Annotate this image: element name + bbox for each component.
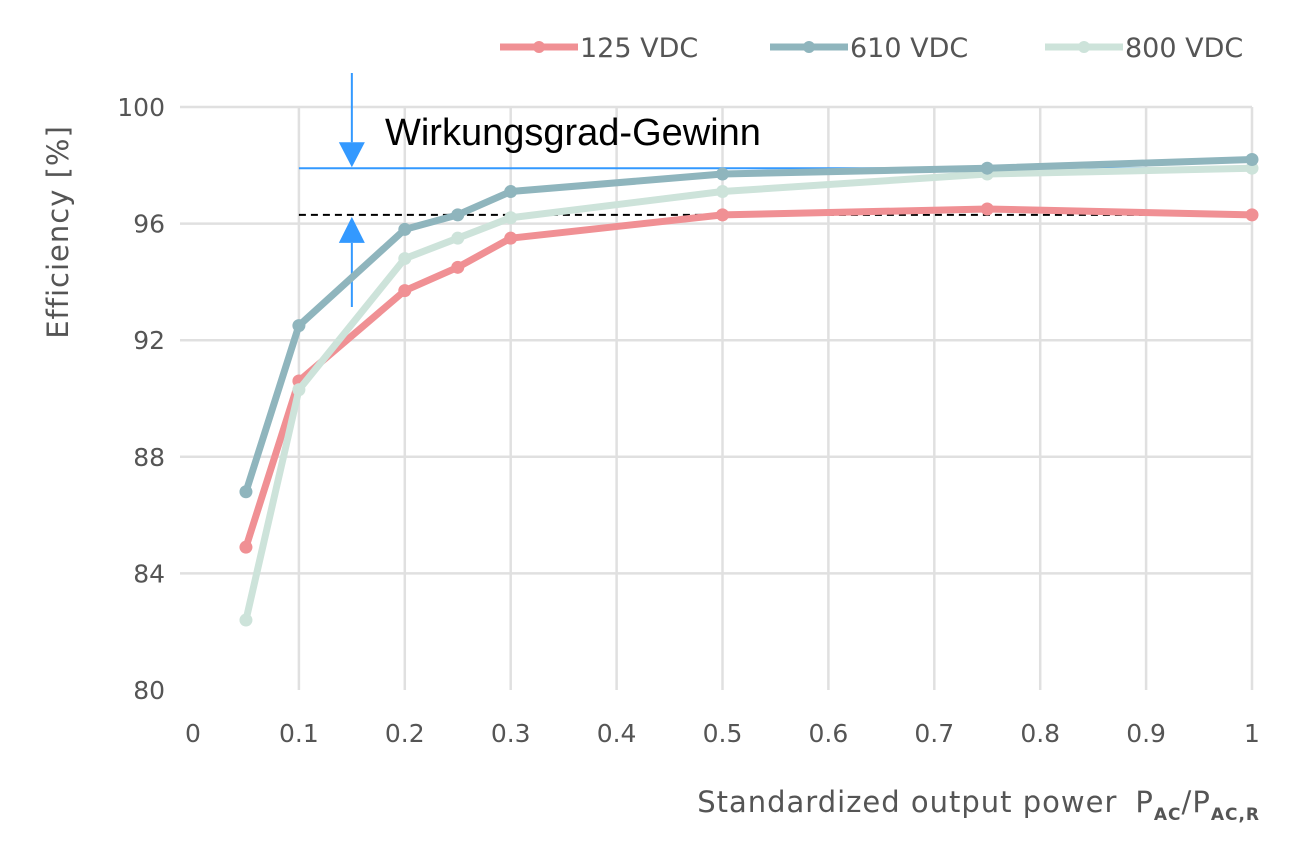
y-tick-label: 80 bbox=[133, 676, 165, 705]
x-tick-label: 0.9 bbox=[1126, 719, 1166, 748]
data-point bbox=[451, 208, 465, 222]
series-line-125-VDC bbox=[242, 205, 1253, 549]
annotation-label: Wirkungsgrad-Gewinn bbox=[385, 112, 761, 154]
data-point bbox=[716, 185, 729, 199]
data-point bbox=[292, 319, 306, 333]
data-point bbox=[980, 202, 994, 216]
x-tick-label: 0.8 bbox=[1020, 719, 1060, 748]
y-tick-label: 100 bbox=[117, 93, 165, 122]
tick-labels: 0 0.1 0.2 0.3 0.4 0.5 0.6 0.7 0.8 0.9 1 80 84 88 92 96 1… bbox=[117, 93, 1260, 748]
x-symbol-sep: / bbox=[1182, 785, 1193, 819]
x-tick-label: 0 bbox=[185, 719, 201, 748]
x-axis-label: Standardized output power PAC/PAC,R bbox=[697, 785, 1260, 825]
x-symbol-sub1: AC bbox=[1154, 805, 1182, 825]
x-symbol-sub2: AC,R bbox=[1211, 805, 1260, 825]
grid bbox=[180, 105, 1254, 690]
data-point bbox=[451, 260, 465, 274]
x-axis-label-text: Standardized output power bbox=[697, 785, 1117, 819]
data-point bbox=[504, 211, 518, 225]
x-symbol-p1: P bbox=[1135, 785, 1154, 819]
legend-label: 610 VDC bbox=[850, 33, 968, 64]
data-point bbox=[398, 284, 412, 298]
data-point bbox=[398, 252, 412, 266]
x-tick-label: 0.3 bbox=[491, 719, 531, 748]
data-point bbox=[504, 185, 518, 199]
data-point bbox=[1245, 208, 1259, 222]
arrow-down-icon bbox=[338, 142, 365, 168]
legend: 125 VDC 610 VDC 800 VDC bbox=[500, 33, 1243, 64]
y-tick-label: 84 bbox=[133, 559, 165, 588]
arrow-up-icon bbox=[338, 216, 365, 243]
y-tick-label: 92 bbox=[133, 326, 165, 355]
data-point bbox=[1245, 152, 1259, 166]
y-tick-label: 88 bbox=[133, 443, 165, 472]
data-point bbox=[980, 161, 994, 175]
data-point bbox=[504, 231, 518, 245]
data-point bbox=[292, 383, 306, 397]
x-tick-label: 0.2 bbox=[385, 719, 425, 748]
y-axis-label: Efficiency [%] bbox=[41, 125, 75, 339]
data-point bbox=[398, 222, 412, 236]
legend-marker bbox=[1078, 41, 1090, 53]
legend-label: 800 VDC bbox=[1125, 33, 1243, 64]
data-point bbox=[716, 167, 729, 181]
data-point bbox=[451, 231, 465, 245]
legend-marker bbox=[533, 41, 545, 53]
series-line-800-VDC bbox=[242, 164, 1253, 621]
y-tick-label: 96 bbox=[133, 210, 165, 239]
data-point bbox=[239, 613, 253, 627]
data-point bbox=[239, 485, 253, 499]
x-tick-label: 0.4 bbox=[597, 719, 637, 748]
data-point bbox=[239, 540, 253, 554]
legend-marker bbox=[803, 41, 815, 53]
x-tick-label: 0.5 bbox=[703, 719, 743, 748]
x-tick-label: 1 bbox=[1244, 719, 1260, 748]
series-lines bbox=[239, 152, 1259, 627]
legend-label: 125 VDC bbox=[580, 33, 698, 64]
x-tick-label: 0.6 bbox=[809, 719, 849, 748]
x-tick-label: 0.7 bbox=[914, 719, 954, 748]
series-line-610-VDC bbox=[242, 155, 1253, 493]
data-point bbox=[716, 208, 729, 222]
x-tick-label: 0.1 bbox=[279, 719, 319, 748]
x-symbol-p2: P bbox=[1192, 785, 1211, 819]
